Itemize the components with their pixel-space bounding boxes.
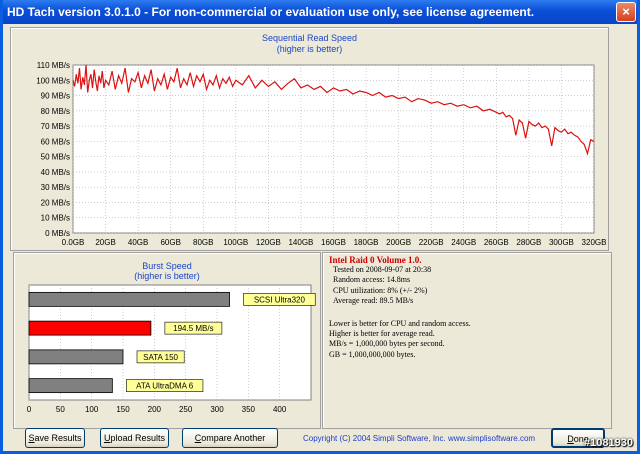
- title-bar[interactable]: HD Tach version 3.0.1.0 - For non-commer…: [3, 0, 637, 24]
- seq-y-tick-label: 60 MB/s: [41, 137, 70, 146]
- burst-x-tick-label: 50: [56, 405, 65, 414]
- close-icon[interactable]: ×: [616, 2, 636, 22]
- burst-x-tick-label: 250: [179, 405, 193, 414]
- seq-x-tick-label: 40GB: [128, 238, 148, 247]
- burst-x-tick-label: 100: [85, 405, 99, 414]
- seq-x-tick-label: 60GB: [160, 238, 180, 247]
- burst-x-tick-label: 400: [273, 405, 287, 414]
- save-results-button[interactable]: Save Results: [25, 428, 85, 448]
- window-title: HD Tach version 3.0.1.0 - For non-commer…: [7, 5, 535, 19]
- burst-x-tick-label: 0: [27, 405, 32, 414]
- seq-y-tick-label: 30 MB/s: [41, 183, 70, 192]
- seq-chart-subtitle: (higher is better): [276, 44, 343, 54]
- seq-y-tick-label: 110 MB/s: [37, 61, 70, 70]
- seq-y-tick-label: 0 MB/s: [45, 229, 70, 238]
- seq-x-tick-label: 20GB: [95, 238, 115, 247]
- burst-speed-chart: 0 50 100 150 200 250 300 350 400 SCSI Ultra320 194…: [27, 284, 316, 414]
- burst-bar: [28, 349, 124, 365]
- seq-x-tick-label: 300GB: [549, 238, 574, 247]
- cpu-utilization: CPU utilization: 8% (+/- 2%): [333, 285, 428, 295]
- random-access: Random access: 14.8ms: [333, 275, 411, 285]
- note-lower-better: Lower is better for CPU and random acces…: [329, 319, 471, 329]
- seq-y-tick-label: 80 MB/s: [41, 107, 70, 116]
- seq-y-tick-label: 10 MB/s: [41, 214, 70, 223]
- burst-speed-panel: Burst Speed (higher is better) 0 50 100 150…: [13, 252, 321, 429]
- burst-chart-title: Burst Speed: [142, 261, 192, 271]
- average-read: Average read: 89.5 MB/s: [333, 295, 414, 305]
- seq-x-tick-label: 140GB: [288, 238, 313, 247]
- burst-bar-label-box: [126, 379, 204, 392]
- burst-bar-label-box: [243, 293, 316, 306]
- seq-x-tick-label: 80GB: [193, 238, 213, 247]
- seq-x-tick-label: 120GB: [256, 238, 281, 247]
- seq-x-tick-label: 240GB: [451, 238, 476, 247]
- copyright-text: Copyright (C) 2004 Simpli Software, Inc.…: [303, 434, 536, 443]
- note-mbs-definition: MB/s = 1,000,000 bytes per second.: [329, 339, 445, 349]
- burst-bar-label: SATA 150: [143, 353, 178, 362]
- burst-bar: [28, 320, 152, 336]
- tested-on: Tested on 2008-09-07 at 20:38: [333, 265, 432, 275]
- upload-results-button[interactable]: Upload Results: [100, 428, 169, 448]
- burst-bar: [28, 291, 230, 307]
- burst-bar-label: SCSI Ultra320: [254, 295, 306, 304]
- seq-y-tick-label: 40 MB/s: [41, 168, 70, 177]
- burst-bar: [28, 378, 113, 394]
- note-higher-better: Higher is better for average read.: [329, 329, 435, 339]
- seq-read-line: [72, 64, 595, 156]
- image-watermark: #1081930: [584, 437, 633, 449]
- burst-bar-label-box: [164, 321, 223, 335]
- sequential-read-panel: Sequential Read Speed (higher is better)…: [10, 27, 609, 251]
- burst-chart-subtitle: (higher is better): [134, 271, 200, 281]
- sequential-read-chart: 0 MB/s 10 MB/s 20 MB/s 30 MB/s 40 MB/s 50 MB/…: [36, 61, 607, 247]
- seq-y-tick-label: 100 MB/s: [36, 76, 70, 85]
- burst-x-tick-label: 300: [210, 405, 224, 414]
- results-info-panel: Intel Raid 0 Volume 1.0. Tested on 2008-…: [322, 252, 612, 429]
- seq-x-tick-label: 220GB: [419, 238, 444, 247]
- seq-chart-title: Sequential Read Speed: [261, 33, 358, 43]
- seq-x-tick-label: 160GB: [321, 238, 346, 247]
- burst-bar-label-box: [136, 350, 185, 364]
- seq-x-tick-label: 320GB: [582, 238, 607, 247]
- note-gb-definition: GB = 1,000,000,000 bytes.: [329, 349, 416, 359]
- seq-x-tick-label: 180GB: [354, 238, 379, 247]
- burst-bar-label: ATA UltraDMA 6: [136, 382, 194, 391]
- seq-y-tick-label: 90 MB/s: [41, 92, 70, 101]
- results-text: Intel Raid 0 Volume 1.0. Tested on 2008-…: [329, 255, 471, 360]
- done-button[interactable]: Done: [551, 428, 605, 448]
- compare-another-drive-button[interactable]: Compare Another Drive: [182, 428, 278, 448]
- drive-name: Intel Raid 0 Volume 1.0.: [329, 255, 422, 265]
- burst-bar-label: 194.5 MB/s: [173, 324, 213, 333]
- seq-x-tick-label: 280GB: [516, 238, 541, 247]
- seq-y-tick-label: 50 MB/s: [41, 153, 70, 162]
- seq-x-tick-label: 100GB: [223, 238, 248, 247]
- seq-x-tick-label: 0.0GB: [62, 238, 85, 247]
- burst-x-tick-label: 150: [116, 405, 130, 414]
- burst-x-tick-label: 350: [242, 405, 256, 414]
- burst-x-tick-label: 200: [148, 405, 162, 414]
- seq-x-tick-label: 200GB: [386, 238, 411, 247]
- seq-y-tick-label: 70 MB/s: [41, 122, 70, 131]
- seq-y-tick-label: 20 MB/s: [41, 198, 70, 207]
- seq-x-tick-label: 260GB: [484, 238, 509, 247]
